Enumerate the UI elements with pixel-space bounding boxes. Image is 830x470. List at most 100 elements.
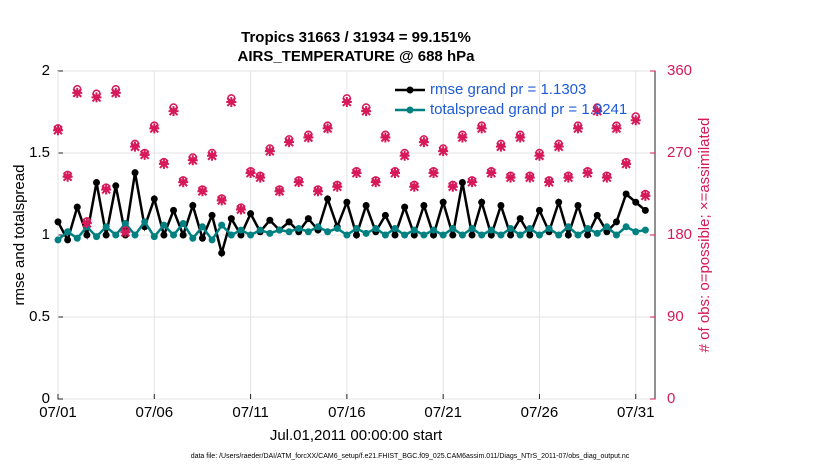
point xyxy=(458,231,466,239)
point xyxy=(247,210,255,218)
point xyxy=(189,201,197,209)
point xyxy=(131,169,139,177)
y-tick-label: 0 xyxy=(42,390,50,407)
obs-assimilated xyxy=(380,132,391,143)
obs-assimilated xyxy=(601,172,612,183)
obs-assimilated xyxy=(341,96,352,107)
point xyxy=(189,234,197,242)
x-tick-label: 07/16 xyxy=(328,404,366,421)
point xyxy=(439,231,447,239)
obs-assimilated xyxy=(409,181,420,192)
point xyxy=(198,223,206,231)
point xyxy=(410,226,418,234)
y2-axis-label: # of obs: o=possible; ×=assimilated xyxy=(696,118,713,353)
point xyxy=(64,228,72,236)
point xyxy=(93,179,101,187)
point xyxy=(430,231,438,239)
point xyxy=(227,215,235,223)
legend-label: rmse grand pr = 1.1303 xyxy=(430,81,586,98)
point xyxy=(632,198,640,206)
obs-assimilated xyxy=(332,181,343,192)
point xyxy=(449,224,457,232)
obs-assimilated xyxy=(72,87,83,98)
obs-assimilated xyxy=(322,123,333,134)
point xyxy=(526,224,534,232)
obs-assimilated xyxy=(149,123,160,134)
point xyxy=(295,224,303,232)
point xyxy=(612,231,620,239)
obs-assimilated xyxy=(255,172,266,183)
obs-assimilated xyxy=(534,150,545,161)
point xyxy=(112,231,120,239)
point xyxy=(266,216,274,224)
obs-assimilated xyxy=(544,177,555,188)
point xyxy=(304,215,312,223)
y-tick-label: 0.5 xyxy=(29,308,50,325)
point xyxy=(266,229,274,237)
point xyxy=(401,231,409,239)
obs-assimilated xyxy=(476,123,487,134)
point xyxy=(574,231,582,239)
point xyxy=(372,224,380,232)
point xyxy=(150,195,158,203)
point xyxy=(54,236,62,244)
obs-assimilated xyxy=(187,155,198,166)
point xyxy=(93,233,101,241)
point xyxy=(324,195,332,203)
point xyxy=(160,221,168,229)
point xyxy=(574,201,582,209)
point xyxy=(102,231,110,239)
point xyxy=(391,224,399,232)
point xyxy=(516,215,524,223)
obs-assimilated xyxy=(53,125,63,136)
chart-subtitle: AIRS_TEMPERATURE @ 688 hPa xyxy=(238,48,476,65)
obs-assimilated xyxy=(361,106,372,117)
obs-assimilated xyxy=(158,158,169,169)
point xyxy=(150,233,158,241)
obs-assimilated xyxy=(467,177,478,188)
obs-assimilated xyxy=(303,132,314,143)
point xyxy=(564,223,572,231)
y-tick-label: 2 xyxy=(42,62,50,79)
point xyxy=(333,224,341,232)
point xyxy=(555,231,563,239)
point xyxy=(314,223,322,231)
y2-tick-label: 360 xyxy=(667,62,692,79)
legend-swatch xyxy=(406,86,414,94)
point xyxy=(555,198,563,206)
y-axis-label: rmse and totalspread xyxy=(11,165,28,306)
obs-assimilated xyxy=(515,132,526,143)
y2-tick-label: 180 xyxy=(667,226,692,243)
y2-tick-label: 90 xyxy=(667,308,684,325)
point xyxy=(275,226,283,234)
point xyxy=(526,231,534,239)
point xyxy=(324,228,332,236)
point xyxy=(430,226,438,234)
point xyxy=(458,179,466,187)
x-tick-label: 07/31 xyxy=(617,404,655,421)
point xyxy=(353,231,360,239)
point xyxy=(497,201,505,209)
y-tick-label: 1.5 xyxy=(29,144,50,161)
obs-assimilated xyxy=(120,227,131,238)
obs-assimilated xyxy=(505,172,516,183)
point xyxy=(632,228,640,236)
point xyxy=(218,249,226,257)
point xyxy=(449,231,457,239)
point xyxy=(218,221,226,229)
point xyxy=(208,211,216,219)
point xyxy=(545,224,553,232)
point xyxy=(131,231,139,239)
obs-assimilated xyxy=(101,184,112,195)
point xyxy=(141,218,149,226)
obs-assimilated xyxy=(226,96,237,107)
obs-assimilated xyxy=(457,132,468,143)
point xyxy=(641,206,649,214)
legend-swatch xyxy=(406,106,414,114)
point xyxy=(362,201,370,209)
point xyxy=(285,218,293,226)
obs-assimilated xyxy=(81,218,92,229)
point xyxy=(83,231,91,239)
point xyxy=(237,226,245,234)
legend-label: totalspread grand pr = 1.0241 xyxy=(430,101,627,118)
